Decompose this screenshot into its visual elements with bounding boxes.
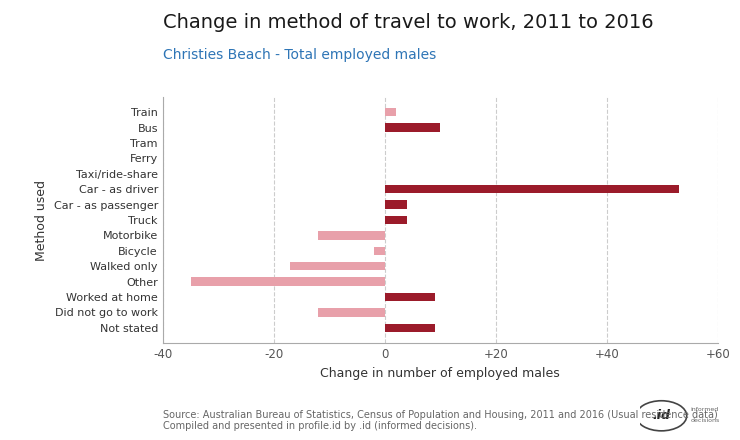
Text: decisions: decisions: [690, 418, 720, 423]
Bar: [191, 277, 385, 286]
Bar: [291, 262, 385, 271]
Text: Christies Beach - Total employed males: Christies Beach - Total employed males: [163, 48, 436, 62]
Y-axis label: Method used: Method used: [35, 180, 48, 260]
X-axis label: Change in number of employed males: Change in number of employed males: [320, 367, 560, 380]
Bar: [385, 323, 435, 332]
Text: .id: .id: [653, 408, 670, 422]
Bar: [385, 293, 435, 301]
Bar: [385, 108, 396, 117]
Text: Source: Australian Bureau of Statistics, Census of Population and Housing, 2011 : Source: Australian Bureau of Statistics,…: [163, 410, 718, 431]
Bar: [318, 231, 385, 240]
Bar: [374, 246, 385, 255]
Bar: [318, 308, 385, 317]
Text: Change in method of travel to work, 2011 to 2016: Change in method of travel to work, 2011…: [163, 13, 653, 32]
Text: informed: informed: [690, 407, 719, 412]
Bar: [385, 185, 679, 194]
Bar: [385, 123, 440, 132]
Bar: [385, 200, 407, 209]
Bar: [385, 216, 407, 224]
